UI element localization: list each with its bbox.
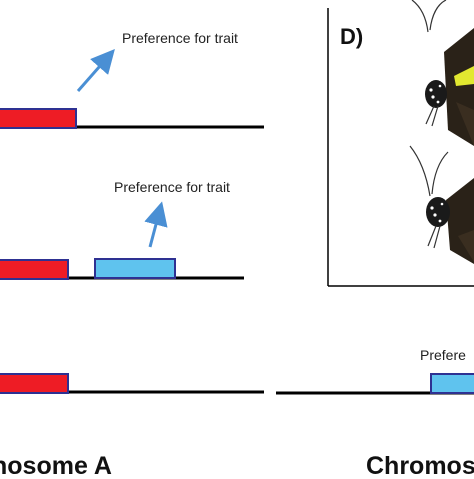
row-1: Preference for trait (0, 30, 264, 129)
chromosome-b-label: Chromos (366, 452, 474, 474)
row-2: Preference for trait (0, 179, 244, 280)
butterfly-icon (409, 145, 474, 264)
row-2-arrow (144, 201, 168, 248)
chromosome-a-label: nosome A (0, 452, 112, 474)
panel-d-caption: Prefere (420, 347, 466, 363)
panel-d-label: D) (340, 24, 363, 49)
row-1-annotation: Preference for trait (122, 30, 238, 46)
row-2-blue-block (94, 258, 176, 279)
row-1-arrow (76, 48, 115, 92)
chromosome-b (276, 373, 474, 395)
row-2-red-block (0, 259, 69, 280)
panel-d: D) (327, 0, 474, 287)
chromosome-b-blue-block (430, 373, 474, 394)
row-2-annotation: Preference for trait (114, 179, 230, 195)
row-3-red-block (0, 373, 69, 394)
row-3 (0, 373, 264, 394)
row-1-red-block (0, 108, 77, 129)
butterfly-icon (411, 0, 474, 146)
